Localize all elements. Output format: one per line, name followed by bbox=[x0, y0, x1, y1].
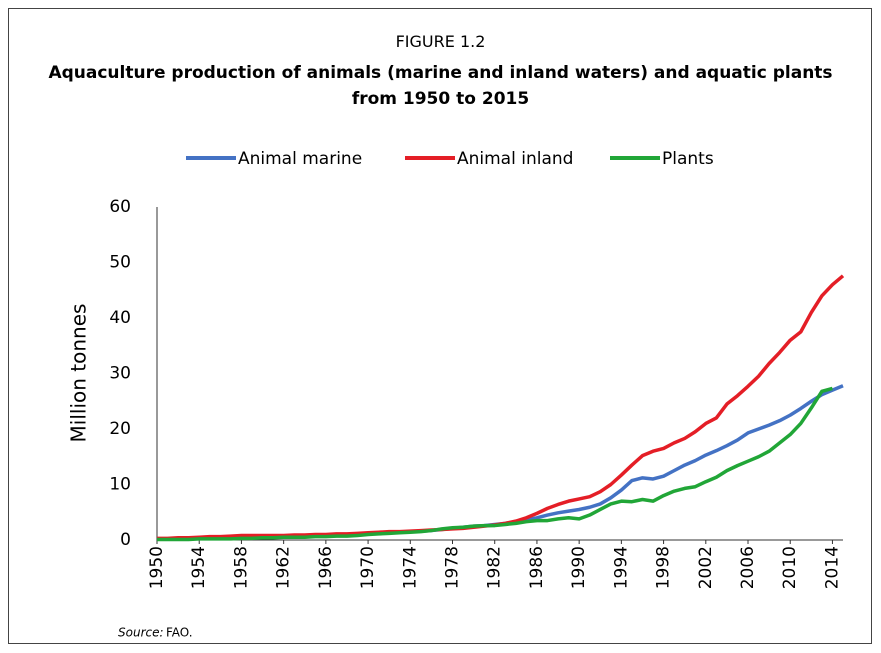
x-tick-label: 1994 bbox=[611, 546, 631, 589]
y-tick-label: 10 bbox=[109, 475, 131, 495]
y-tick-label: 50 bbox=[109, 253, 131, 273]
x-tick-label: 1950 bbox=[147, 546, 167, 589]
chart-title: Aquaculture production of animals (marin… bbox=[48, 63, 833, 109]
series-line bbox=[157, 384, 844, 541]
y-tick-label: 0 bbox=[120, 530, 131, 550]
y-axis-title: Million tonnes bbox=[67, 304, 91, 443]
y-tick-label: 60 bbox=[109, 197, 131, 217]
x-tick-label: 1954 bbox=[189, 546, 209, 589]
source-label: Source: bbox=[118, 626, 164, 640]
figure-label: FIGURE 1.2 bbox=[395, 32, 486, 51]
legend-label: Plants bbox=[662, 149, 714, 169]
x-tick-label: 1962 bbox=[274, 546, 294, 589]
x-tick-label: 1970 bbox=[358, 546, 378, 589]
x-tick-label: 1982 bbox=[485, 546, 505, 589]
x-tick-label: 1978 bbox=[443, 546, 463, 589]
x-tick-label: 2014 bbox=[822, 546, 842, 589]
series-line bbox=[157, 274, 845, 541]
y-tick-label: 20 bbox=[109, 419, 131, 439]
source: FAO. bbox=[166, 626, 193, 640]
x-tick-label: 2002 bbox=[696, 546, 716, 589]
legend-label: Animal inland bbox=[457, 149, 573, 169]
x-tick-label: 1958 bbox=[231, 546, 251, 589]
series-line bbox=[157, 386, 833, 542]
legend-label: Animal marine bbox=[238, 149, 362, 169]
x-tick-label: 1966 bbox=[316, 546, 336, 589]
x-tick-label: 1986 bbox=[527, 546, 547, 589]
x-tick-label: 1998 bbox=[654, 546, 674, 589]
frame bbox=[8, 8, 872, 644]
x-tick-label: 1990 bbox=[569, 546, 589, 589]
x-tick-label: 1974 bbox=[400, 546, 420, 589]
x-tick-label: 2006 bbox=[738, 546, 758, 589]
x-tick-label: 2010 bbox=[780, 546, 800, 589]
y-tick-label: 40 bbox=[109, 308, 131, 328]
y-tick-label: 30 bbox=[109, 364, 131, 384]
